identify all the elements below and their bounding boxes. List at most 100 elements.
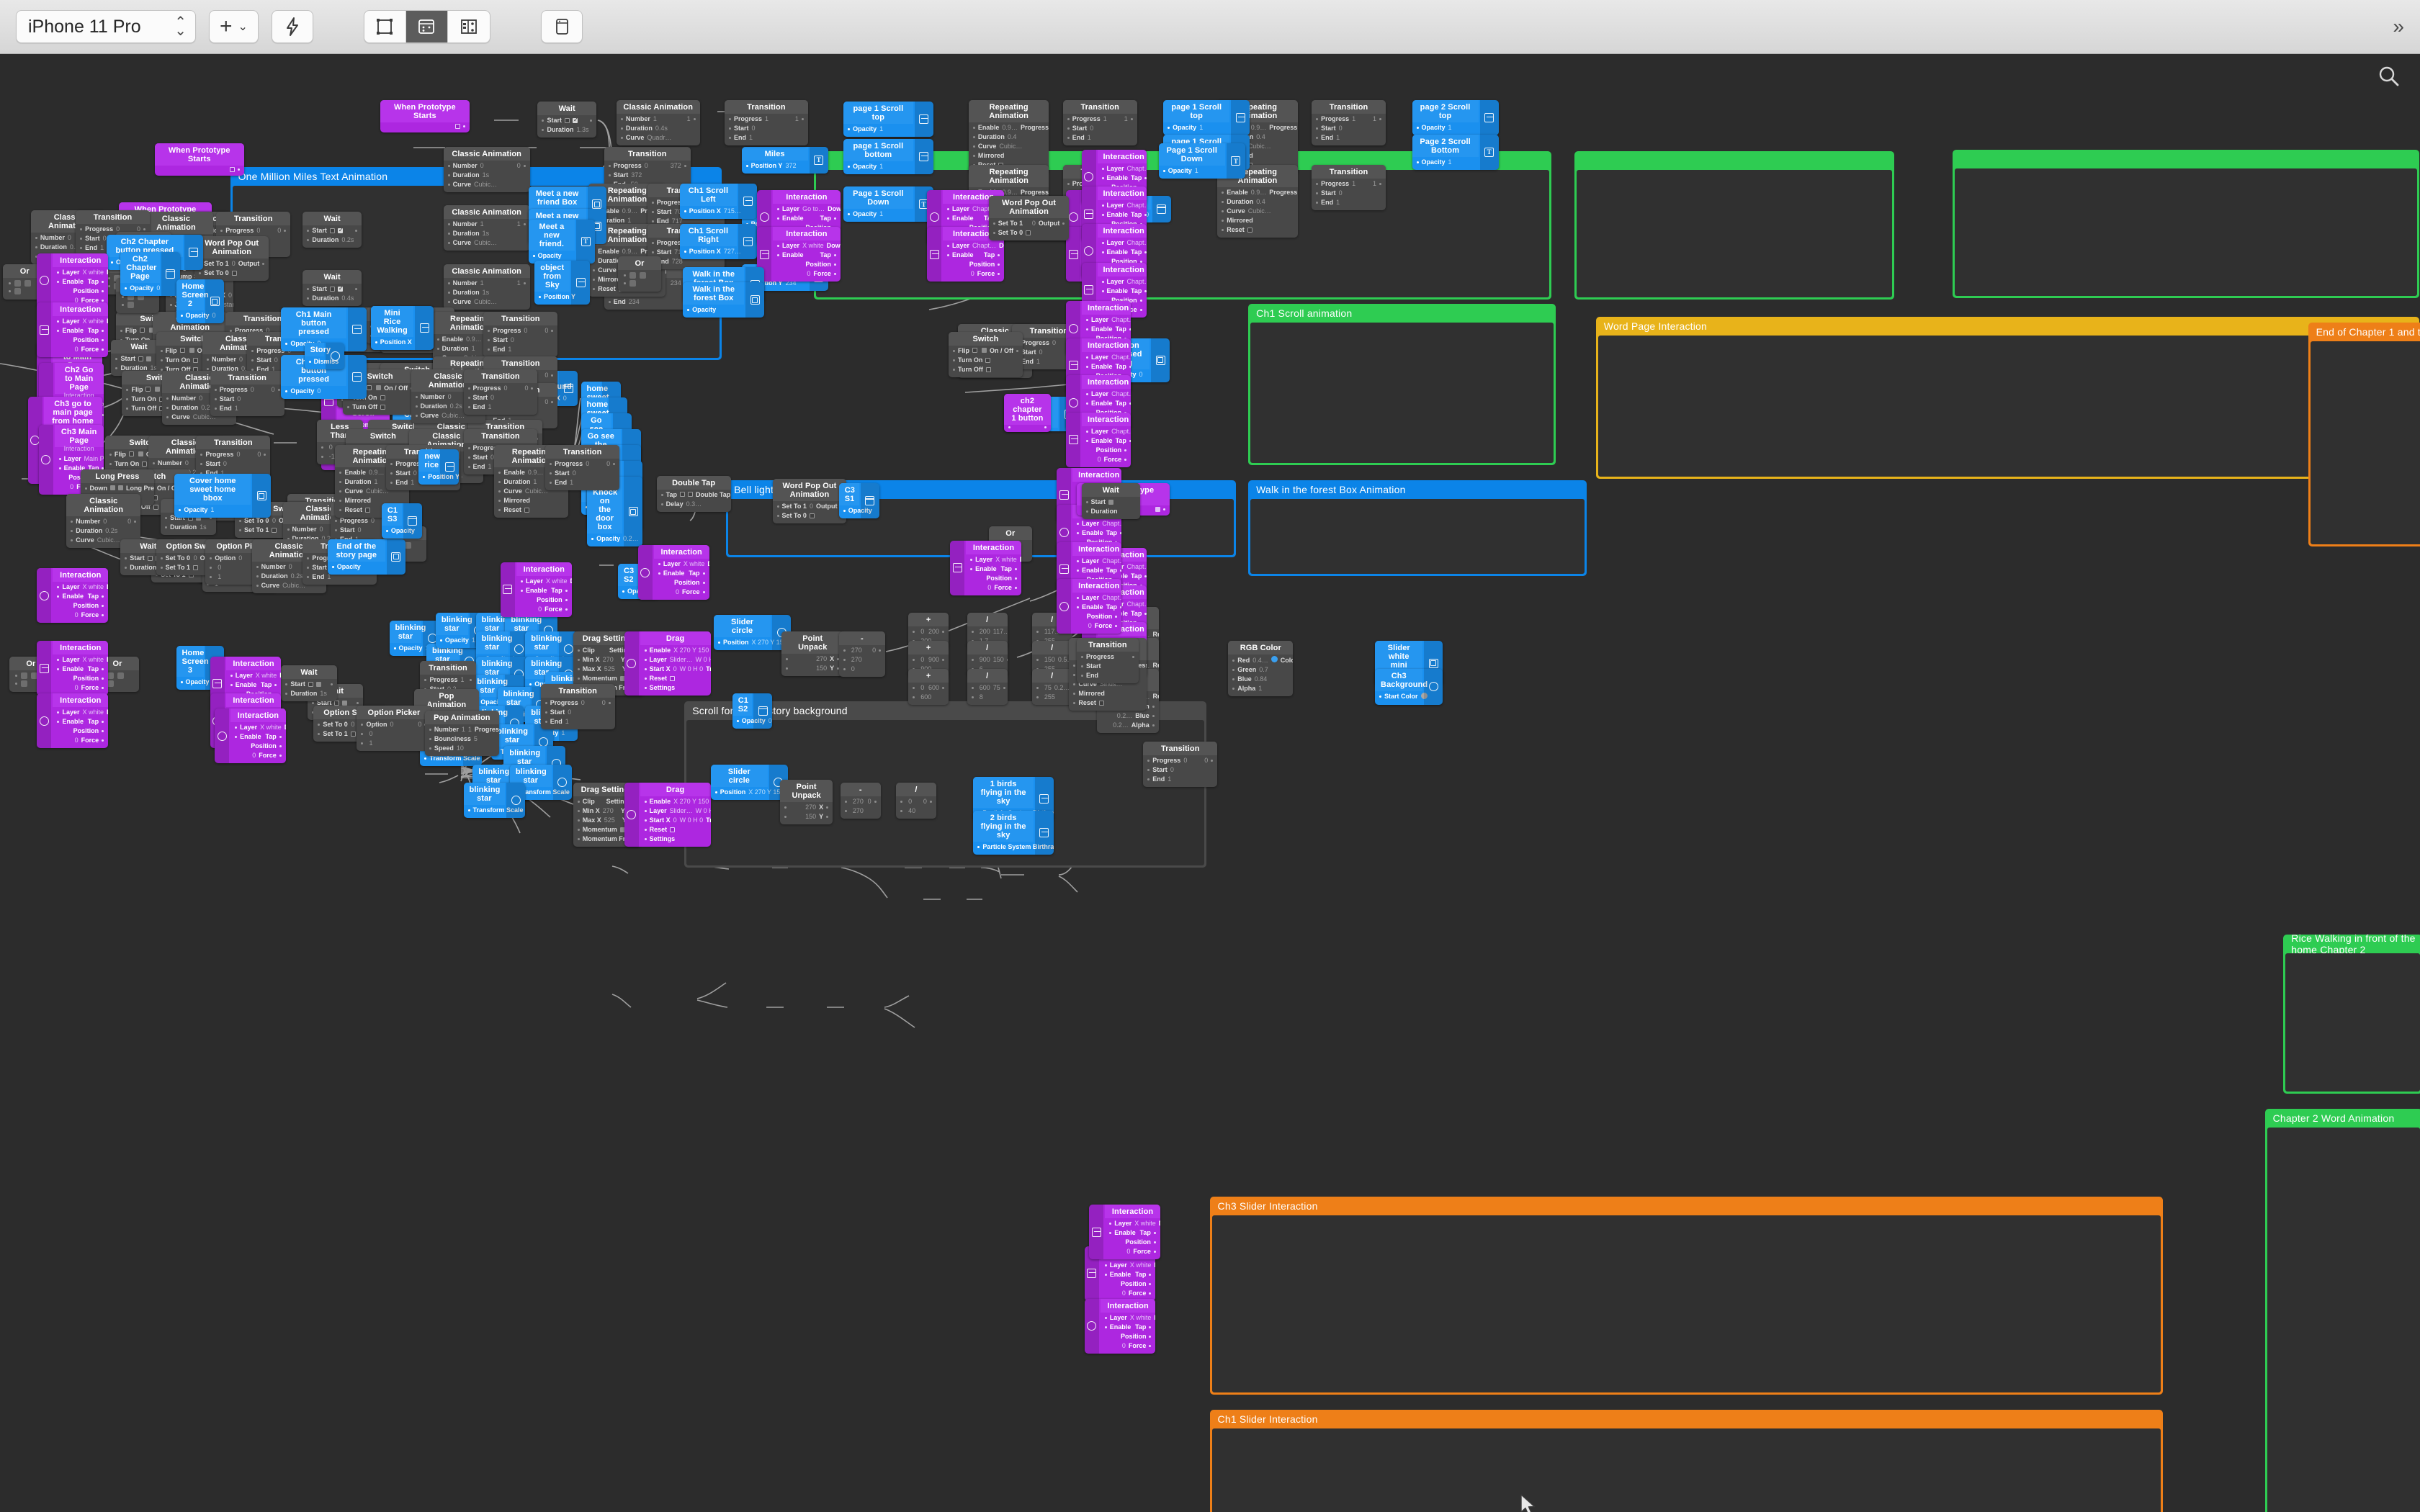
row-value[interactable]: 717 [671, 217, 683, 225]
input-port[interactable] [1077, 559, 1080, 562]
input-port[interactable] [447, 164, 450, 167]
input-port[interactable] [339, 471, 342, 474]
input-port[interactable] [160, 369, 163, 372]
input-port[interactable] [424, 678, 427, 681]
output-port[interactable] [551, 330, 554, 333]
input-port[interactable] [311, 702, 314, 705]
checkbox-checked[interactable] [337, 226, 344, 234]
row-value[interactable]: Cubic… [1247, 143, 1271, 150]
row-value[interactable]: Chapt… [1102, 557, 1121, 564]
row-value[interactable]: 0 [920, 656, 925, 664]
output-port[interactable] [264, 453, 266, 456]
group-g-ch1scroll[interactable]: Ch1 Scroll animation [1248, 304, 1556, 465]
checkbox[interactable] [809, 513, 815, 518]
input-port[interactable] [390, 481, 393, 484]
row-value[interactable]: 1 [374, 477, 378, 485]
row-value[interactable]: X 270 Y 150 Z 0 [748, 788, 788, 796]
input-port[interactable] [1104, 1273, 1107, 1276]
row-value[interactable]: 0 [673, 665, 677, 673]
row-value[interactable]: Cubic… [474, 180, 498, 188]
row-value[interactable]: 0 [319, 526, 323, 534]
input-port[interactable] [307, 566, 310, 569]
row-value[interactable]: 0 [503, 384, 508, 392]
input-port[interactable] [160, 557, 163, 559]
row-value[interactable]: X white [82, 708, 104, 716]
input-port[interactable] [307, 288, 310, 291]
input-port[interactable] [239, 520, 242, 523]
input-port[interactable] [577, 819, 580, 822]
row-value[interactable]: 700 [674, 208, 685, 216]
group-g-page2[interactable] [1574, 151, 1894, 300]
row-value[interactable]: 1 [879, 162, 884, 170]
row-value[interactable]: 1 [879, 125, 884, 133]
input-port[interactable] [206, 583, 209, 586]
input-port[interactable] [972, 136, 975, 139]
input-port[interactable] [166, 397, 169, 400]
row-value[interactable]: 0 [369, 730, 373, 738]
output-port[interactable] [608, 702, 611, 705]
row-value[interactable]: 0 [490, 393, 495, 401]
input-port[interactable] [1222, 229, 1224, 232]
input-port[interactable] [415, 414, 418, 417]
output-port[interactable] [613, 462, 616, 465]
layer-node[interactable]: Story Dismiss [304, 343, 345, 370]
output-port[interactable] [523, 164, 526, 167]
input-port[interactable] [1036, 659, 1039, 662]
row-value[interactable]: X white [82, 583, 104, 591]
input-port[interactable] [736, 720, 739, 723]
output-port[interactable] [279, 736, 282, 739]
input-port[interactable] [687, 309, 690, 312]
output-port[interactable] [551, 374, 554, 377]
search-icon[interactable] [2377, 64, 2401, 92]
input-port[interactable] [339, 499, 342, 502]
layer-node[interactable]: 2 birds flying in the sky Particle System… [973, 811, 1054, 855]
input-port[interactable] [180, 315, 183, 318]
input-port[interactable] [1101, 280, 1104, 283]
input-port[interactable] [644, 838, 647, 841]
row-value[interactable]: 0 [1052, 339, 1057, 347]
input-port[interactable] [947, 217, 949, 220]
row-value[interactable]: Slider… [669, 656, 693, 664]
row-value[interactable]: 1 [220, 469, 225, 477]
group-g-walkforest[interactable]: Walk in the forest Box Animation [1248, 480, 1587, 576]
input-port[interactable] [1232, 659, 1235, 662]
row-value[interactable]: 0 [266, 327, 270, 335]
input-port[interactable] [658, 572, 660, 575]
row-value[interactable]: 270 [852, 798, 864, 806]
row-value[interactable]: Chapt… [1111, 316, 1131, 324]
input-port[interactable] [971, 696, 974, 698]
input-port[interactable] [972, 127, 975, 130]
input-port[interactable] [447, 300, 450, 303]
input-port[interactable] [467, 396, 470, 399]
input-port[interactable] [160, 350, 163, 353]
output-port[interactable] [277, 388, 280, 391]
checkbox[interactable] [1247, 228, 1252, 233]
row-value[interactable]: 0.4 [1007, 133, 1017, 141]
input-port[interactable] [230, 674, 233, 677]
input-port[interactable] [1067, 183, 1070, 186]
output-port[interactable] [1062, 222, 1065, 225]
input-port[interactable] [230, 683, 233, 686]
input-port[interactable] [169, 303, 172, 306]
row-value[interactable]: 1 [1036, 358, 1040, 366]
row-value[interactable]: 0 [751, 125, 756, 132]
input-port[interactable] [786, 667, 789, 670]
output-port[interactable] [354, 229, 357, 232]
input-port[interactable] [1101, 251, 1104, 253]
checkbox-filled[interactable] [145, 356, 151, 361]
row-value[interactable]: 1 [488, 463, 492, 471]
input-port[interactable] [361, 742, 364, 745]
input-port[interactable] [200, 462, 203, 465]
layer-node[interactable]: page 1 Scroll top Opacity 1 [843, 102, 933, 138]
row-value[interactable]: 1s [482, 288, 490, 296]
row-value[interactable]: 0.2s [290, 572, 303, 580]
output-port[interactable] [879, 649, 882, 652]
group-g-ch3slider[interactable]: Ch3 Slider Interaction [1209, 1197, 2163, 1395]
input-port[interactable] [1222, 201, 1224, 204]
input-port[interactable] [109, 453, 112, 456]
input-port[interactable] [776, 514, 779, 517]
row-value[interactable]: 1.3s [576, 126, 589, 134]
